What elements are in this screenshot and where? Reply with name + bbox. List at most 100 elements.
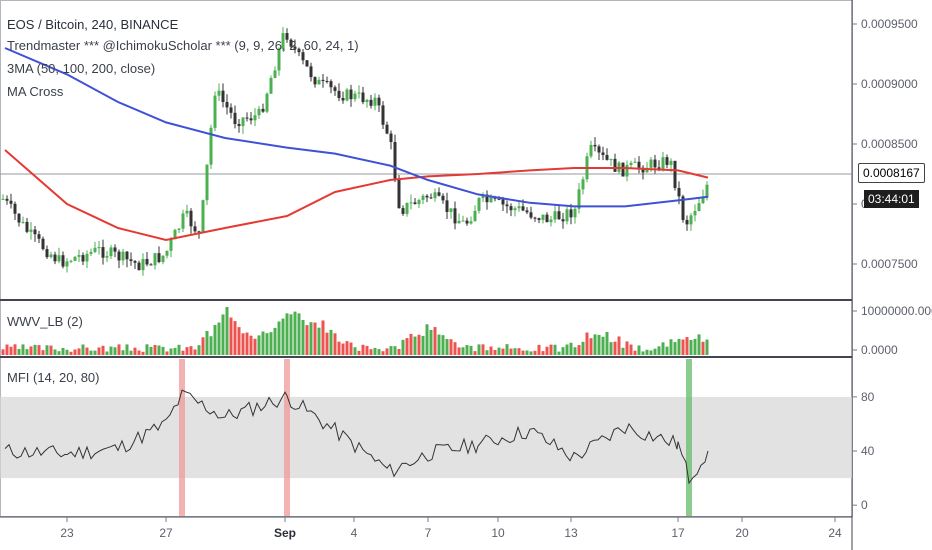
candle-body [1, 198, 5, 200]
candle-body [333, 87, 337, 91]
volume-bar [685, 337, 689, 355]
candles [1, 27, 709, 276]
volume-bar [53, 349, 57, 355]
candle-body [261, 108, 265, 112]
volume-bar [213, 324, 217, 355]
volume-bar [681, 339, 685, 355]
volume-bar [705, 339, 709, 355]
volume-bar [69, 351, 73, 355]
time-tick-label: 20 [735, 526, 749, 540]
candle-body [241, 117, 245, 127]
legend-indicator-2: 3MA (50, 100, 200, close) [7, 61, 156, 76]
candle-body [405, 202, 409, 214]
candle-body [693, 211, 697, 216]
candle-body [593, 144, 597, 147]
volume-bar [361, 344, 365, 355]
candle-body [25, 221, 29, 232]
volume-bar [149, 346, 153, 355]
volume-bar [65, 349, 69, 355]
volume-bar [293, 311, 297, 355]
volume-bar [45, 345, 49, 355]
volume-bar [477, 344, 481, 355]
candle-body [509, 206, 513, 211]
volume-bar [405, 338, 409, 355]
volume-bar [621, 347, 625, 355]
candle-body [237, 124, 241, 127]
volume-bar [25, 349, 29, 355]
candle-body [309, 66, 313, 78]
candle-body [389, 133, 393, 142]
volume-bar [105, 351, 109, 355]
volume-bar [521, 350, 525, 355]
volume-bar [437, 334, 441, 355]
volume-bar [201, 337, 205, 355]
volume-bar [49, 345, 53, 355]
candle-body [113, 247, 117, 252]
candle-body [121, 251, 125, 261]
volume-bars [1, 307, 709, 355]
volume-bar [165, 351, 169, 355]
candle-body [361, 92, 365, 103]
volume-bar [357, 350, 361, 355]
ma-red-line [4, 149, 709, 242]
volume-bar [245, 332, 249, 355]
volume-bar [637, 345, 641, 355]
volume-bar [113, 347, 117, 355]
volume-bar [441, 335, 445, 355]
candle-body [73, 256, 77, 261]
volume-bar [549, 344, 553, 355]
candle-body [409, 202, 413, 204]
candle-body [37, 234, 41, 239]
time-tick-label: 17 [671, 526, 685, 540]
volume-bar [545, 346, 549, 355]
candle-body [549, 219, 553, 223]
candle-body [293, 46, 297, 49]
candle-body [5, 198, 9, 201]
volume-bar [645, 349, 649, 355]
legend-indicator-1: Trendmaster *** @IchimokuScholar *** (9,… [7, 38, 359, 53]
candle-body [417, 199, 421, 205]
volume-bar [125, 344, 129, 355]
volume-bar [301, 319, 305, 355]
candle-body [61, 255, 65, 267]
candle-body [181, 213, 185, 229]
candle-body [561, 219, 565, 222]
candle-body [9, 200, 13, 204]
candle-body [233, 112, 237, 125]
volume-bar [525, 350, 529, 355]
candle-body [665, 157, 669, 165]
candle-body [589, 144, 593, 157]
candle-body [305, 60, 309, 67]
volume-bar [261, 331, 265, 355]
candle-body [269, 77, 273, 94]
candle-body [669, 160, 673, 165]
candle-body [45, 249, 49, 258]
candle-body [297, 48, 301, 53]
volume-bar [77, 348, 81, 355]
volume-bar [241, 333, 245, 355]
volume-bar [585, 332, 589, 355]
volume-bar [325, 332, 329, 355]
volume-bar [333, 333, 337, 355]
volume-bar [73, 349, 77, 355]
candle-body [185, 210, 189, 214]
candle-body [421, 195, 425, 200]
volume-bar [217, 322, 221, 355]
candle-body [581, 179, 585, 190]
candle-body [697, 203, 701, 212]
candle-body [629, 162, 633, 166]
candle-body [105, 256, 109, 258]
volume-bar [561, 347, 565, 355]
candle-body [337, 90, 341, 99]
volume-bar [21, 344, 25, 355]
volume-bar [461, 347, 465, 355]
candle-body [301, 52, 305, 61]
volume-bar [117, 344, 121, 355]
candle-body [501, 199, 505, 205]
volume-bar [513, 348, 517, 355]
candle-body [33, 229, 37, 235]
volume-bar [297, 313, 301, 355]
volume-bar [137, 350, 141, 355]
volume-bar [565, 344, 569, 355]
